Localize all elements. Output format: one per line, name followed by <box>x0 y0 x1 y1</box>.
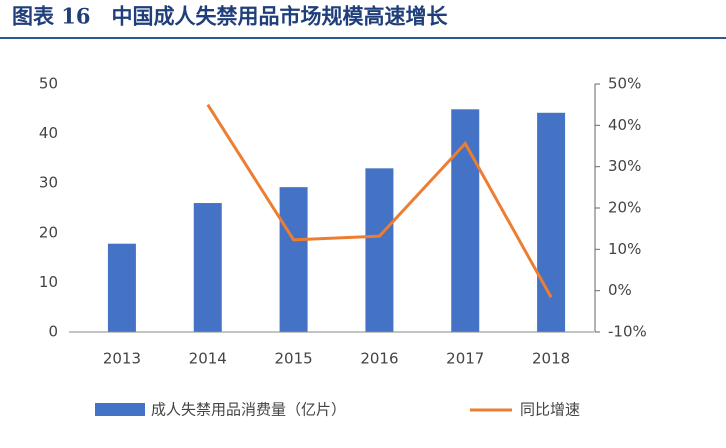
chart-title: 图表 16 中国成人失禁用品市场规模高速增长 <box>12 4 449 29</box>
bar <box>107 243 136 332</box>
y-tick-label: 0 <box>48 323 58 341</box>
x-tick-label: 2013 <box>103 350 141 368</box>
x-tick-label: 2018 <box>532 350 570 368</box>
y2-tick-label: 30% <box>608 157 641 175</box>
bar <box>193 203 222 332</box>
legend-label: 成人失禁用品消费量（亿片） <box>151 401 346 419</box>
x-tick-label: 2017 <box>446 350 484 368</box>
legend-swatch <box>95 403 145 416</box>
y2-tick-label: 50% <box>608 75 641 93</box>
y-tick-label: 50 <box>39 75 58 93</box>
y2-tick-label: -10% <box>608 323 647 341</box>
y-tick-label: 40 <box>39 124 58 142</box>
y2-tick-label: 0% <box>608 281 632 299</box>
y2-tick-label: 40% <box>608 116 641 134</box>
x-tick-label: 2016 <box>360 350 398 368</box>
x-tick-label: 2015 <box>274 350 312 368</box>
y-tick-label: 20 <box>39 223 58 241</box>
bar <box>279 187 308 332</box>
y2-tick-label: 10% <box>608 240 641 258</box>
y-tick-label: 30 <box>39 174 58 192</box>
x-tick-label: 2014 <box>189 350 227 368</box>
bar <box>365 168 394 332</box>
y-tick-label: 10 <box>39 273 58 291</box>
y2-tick-label: 20% <box>608 199 641 217</box>
legend-label: 同比增速 <box>520 401 580 419</box>
line-series <box>206 103 553 299</box>
bar <box>537 112 566 332</box>
